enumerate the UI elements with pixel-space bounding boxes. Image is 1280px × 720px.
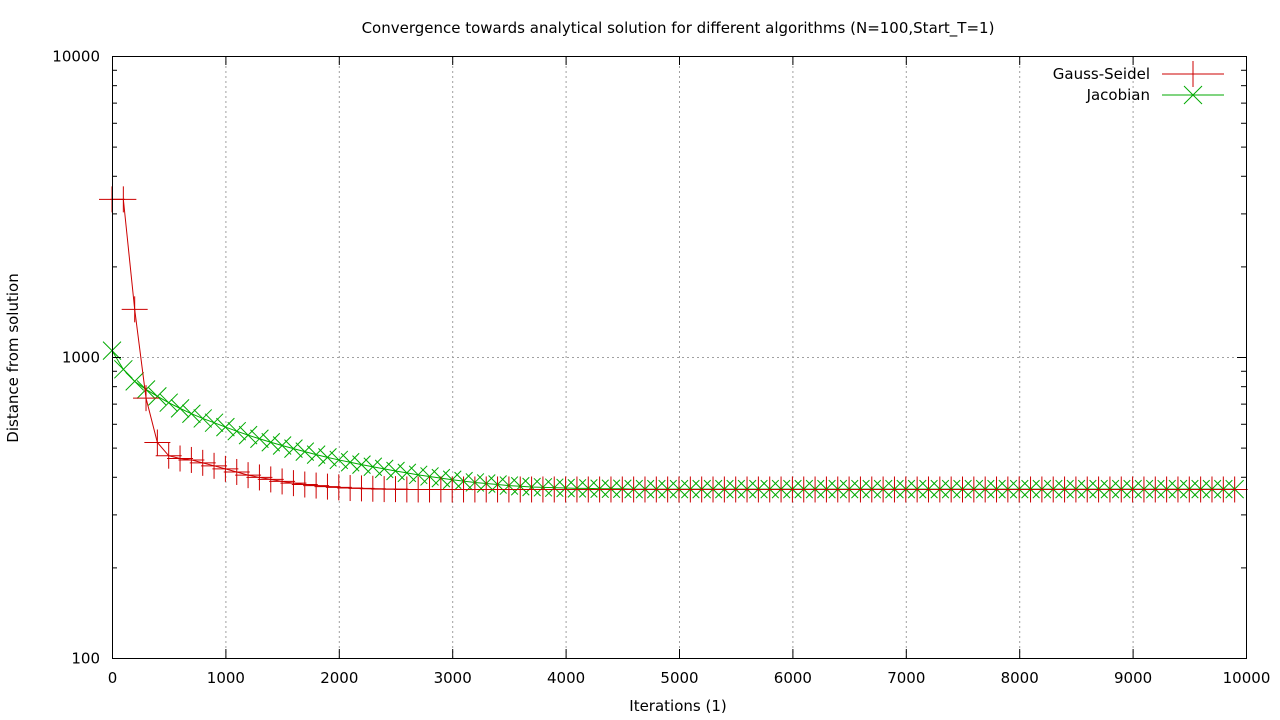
- data-point: [193, 409, 213, 428]
- data-point: [238, 425, 258, 445]
- y-tick-label: 100: [71, 650, 100, 668]
- series-line: [112, 198, 1235, 490]
- x-tick-label: 9000: [1114, 669, 1152, 687]
- x-tick-label: 1000: [207, 669, 245, 687]
- data-point: [340, 452, 360, 472]
- legend-label: Gauss-Seidel: [1053, 65, 1150, 83]
- x-tick-label: 3000: [434, 669, 472, 687]
- data-point: [246, 464, 273, 491]
- x-tick-label: 5000: [660, 669, 698, 687]
- data-point: [284, 439, 303, 459]
- data-point: [144, 429, 171, 456]
- data-point: [306, 445, 326, 464]
- data-point: [235, 462, 262, 489]
- data-point: [352, 455, 371, 474]
- legend-entry: Gauss-Seidel: [1053, 61, 1224, 87]
- data-point: [269, 468, 296, 495]
- x-tick-label: 4000: [547, 669, 585, 687]
- data-point: [374, 459, 394, 479]
- data-point: [216, 417, 235, 437]
- data-point: [148, 387, 167, 406]
- data-point: [133, 385, 160, 412]
- data-point: [291, 471, 318, 498]
- data-point: [408, 465, 428, 485]
- x-tick-label: 6000: [774, 669, 812, 687]
- data-point: [329, 450, 349, 470]
- data-point: [303, 472, 330, 499]
- data-point: [155, 442, 182, 469]
- data-point: [250, 429, 269, 449]
- data-point: [204, 413, 224, 433]
- data-point: [201, 452, 228, 479]
- legend-marker: [1180, 61, 1206, 87]
- series-jacobian: [102, 341, 1245, 499]
- data-point: [386, 461, 405, 481]
- data-point: [295, 442, 315, 461]
- data-point: [280, 470, 307, 497]
- series-layer: [99, 186, 1248, 503]
- data-point: [110, 186, 137, 213]
- data-point: [167, 445, 194, 472]
- data-point: [325, 474, 352, 501]
- grid-layer: [112, 56, 1246, 658]
- data-point: [178, 446, 205, 473]
- data-point: [257, 466, 284, 493]
- y-tick-label: 1000: [62, 349, 100, 367]
- data-point: [189, 449, 216, 476]
- data-point: [363, 457, 383, 477]
- x-tick-label: 0: [108, 669, 118, 687]
- legend-marker: [1183, 85, 1203, 105]
- legend: Gauss-Seidel Jacobian: [1053, 61, 1224, 105]
- legend-entry: Jacobian: [1086, 85, 1224, 105]
- y-axis-label: Distance from solution: [4, 273, 22, 442]
- series-line: [111, 350, 1235, 490]
- x-tick-label: 10000: [1223, 669, 1271, 687]
- data-point: [261, 432, 281, 452]
- x-tick-label: 7000: [887, 669, 925, 687]
- series-gauss-seidel: [99, 186, 1248, 503]
- data-point: [159, 393, 179, 413]
- data-point: [125, 372, 145, 391]
- data-point: [227, 421, 247, 441]
- legend-label: Jacobian: [1086, 86, 1150, 104]
- data-point: [420, 467, 439, 486]
- data-point: [223, 458, 250, 485]
- chart-title: Convergence towards analytical solution …: [362, 19, 995, 38]
- data-point: [314, 473, 341, 500]
- x-tick-label: 8000: [1001, 669, 1039, 687]
- x-tick-label: 2000: [320, 669, 358, 687]
- data-point: [121, 296, 148, 323]
- data-point: [170, 399, 190, 418]
- x-axis-label: Iterations (1): [629, 697, 726, 715]
- data-point: [272, 436, 292, 455]
- data-point: [212, 455, 239, 482]
- y-tick-label: 10000: [52, 48, 100, 66]
- tick-layer: 0 1000 2000 3000 4000 5000 6000 7000 8000 9000 100…: [52, 48, 1270, 688]
- data-point: [397, 463, 417, 483]
- data-point: [318, 448, 337, 467]
- data-point: [1221, 476, 1248, 503]
- data-point: [182, 404, 201, 424]
